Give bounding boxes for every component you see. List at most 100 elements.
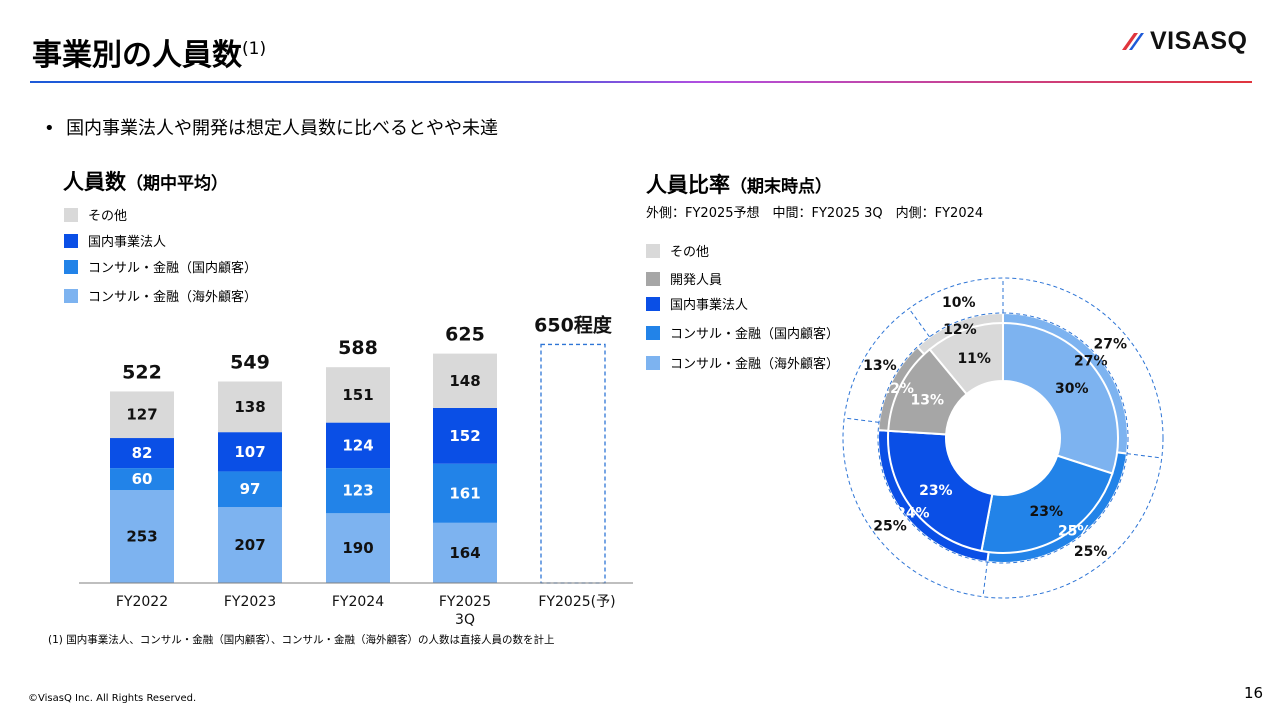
page-number: 16: [1244, 684, 1264, 702]
visasq-logo: VISASQ: [1120, 26, 1247, 56]
donut-legend-swatch: [646, 296, 660, 311]
donut-legend-item: コンサル・金融（海外顧客）: [646, 353, 839, 372]
donut-legend-item: 開発人員: [646, 269, 722, 288]
donut-percent-label: 12%: [943, 322, 977, 338]
bullet-text: 国内事業法人や開発は想定人員数に比べるとやや未達: [66, 118, 499, 139]
bar-legend-label: コンサル・金融（国内顧客）: [88, 261, 258, 276]
forecast-percent-label: 25%: [873, 519, 907, 535]
bar-segment: [218, 432, 282, 472]
visasq-logo-mark-icon: [1122, 33, 1144, 50]
title-divider: [30, 81, 1252, 83]
bullet-dot: •: [44, 118, 67, 139]
donut-legend-label: コンサル・金融（海外顧客）: [670, 357, 840, 372]
bar-segment: [433, 353, 497, 408]
bar-value-label: 148: [449, 372, 480, 390]
bar-legend-swatch: [64, 233, 78, 248]
x-axis-tick-label: FY2025(予): [538, 594, 615, 610]
donut-segment: [928, 321, 1004, 396]
bar-legend-swatch: [64, 259, 78, 274]
forecast-placeholder-bar: [540, 343, 606, 584]
bar-value-label: 82: [132, 444, 153, 462]
x-axis-tick-label: FY2025: [439, 594, 491, 610]
donut-legend-label: 開発人員: [670, 273, 723, 288]
footnote: (1) 国内事業法人、コンサル・金融（国内顧客）、コンサル・金融（海外顧客）の人…: [48, 634, 555, 646]
donut-legend-label: 国内事業法人: [670, 298, 749, 313]
bar-legend-item: コンサル・金融（海外顧客）: [64, 286, 257, 305]
bar-legend-item: 国内事業法人: [64, 231, 166, 250]
bar-segment: [326, 468, 390, 514]
bar-legend-item: コンサル・金融（国内顧客）: [64, 257, 257, 276]
donut-segment: [1002, 321, 1119, 475]
forecast-divider: [1126, 453, 1162, 459]
donut-legend-item: コンサル・金融（国内顧客）: [646, 323, 839, 342]
page-title-text: 事業別の人員数: [32, 38, 242, 73]
bar-segment: [326, 513, 390, 583]
bar-total-label: 625: [445, 324, 485, 346]
donut-percent-label: 13%: [911, 392, 945, 408]
headcount-title-main: 人員数: [63, 170, 126, 194]
forecast-percent-label: 10%: [942, 295, 976, 311]
donut-segment: [980, 454, 1114, 554]
copyright: ©VisasQ Inc. All Rights Reserved.: [28, 693, 197, 704]
donut-legend-swatch: [646, 325, 660, 340]
bar-value-label: 151: [342, 386, 373, 404]
bar-segment: [433, 407, 497, 464]
page-title-note: (1): [242, 39, 267, 59]
bar-value-label: 97: [240, 480, 261, 498]
bar-legend-label: コンサル・金融（海外顧客）: [88, 290, 258, 305]
x-axis-tick-label: FY2024: [332, 594, 384, 610]
ratio-title-main: 人員比率: [646, 173, 730, 197]
bar-total-label: 522: [122, 361, 162, 383]
donut-legend-item: 国内事業法人: [646, 294, 748, 313]
donut-percent-label: 27%: [1074, 354, 1108, 370]
bar-value-label: 60: [132, 470, 153, 488]
ratio-subtitle: 外側：FY2025予想 中間：FY2025 3Q 内側：FY2024: [646, 206, 984, 221]
bar-segment: [110, 468, 174, 491]
bar-total-label: 549: [230, 352, 270, 374]
bar-total-label: 588: [338, 337, 378, 359]
donut-percent-label: 23%: [919, 483, 953, 499]
donut-percent-label: 23%: [1030, 504, 1064, 520]
bar-segment: [433, 522, 497, 583]
bar-segment: [218, 471, 282, 508]
bar-value-label: 107: [234, 443, 265, 461]
forecast-percent-label: 13%: [863, 358, 897, 374]
x-axis-tick-label: FY2023: [224, 594, 276, 610]
bar-segment: [110, 438, 174, 469]
donut-legend-label: コンサル・金融（国内顧客）: [670, 327, 840, 342]
bar-legend-label: 国内事業法人: [88, 235, 167, 250]
forecast-ring-outer-edge: [842, 277, 1164, 599]
bar-value-label: 207: [234, 536, 265, 554]
bar-value-label: 253: [126, 528, 157, 546]
headcount-title-suffix: （期中平均）: [126, 174, 228, 194]
donut-percent-label: 24%: [896, 506, 930, 522]
bar-legend-label: その他: [88, 209, 128, 224]
ratio-section-title: 人員比率（期末時点）: [646, 169, 832, 199]
forecast-percent-label: 25%: [1074, 544, 1108, 560]
donut-legend-label: その他: [670, 245, 710, 260]
bar-legend-item: その他: [64, 205, 127, 224]
bar-value-label: 190: [342, 539, 373, 557]
ratio-nested-donut-chart: 30%23%23%13%11% 27%25%24%12%12%27%25%25%1…: [842, 277, 1164, 599]
headcount-bar-chart: 253 60 82 127 522 FY2022 207 97 107 138 549 FY2023 1…: [79, 313, 633, 628]
donut-legend-swatch: [646, 243, 660, 258]
donut-percent-label: 12%: [880, 381, 914, 397]
bar-segment: [110, 391, 174, 439]
bar-segment: [218, 507, 282, 583]
forecast-divider: [844, 417, 880, 423]
bar-total-label: 650程度: [534, 313, 613, 336]
donut-legend-swatch: [646, 271, 660, 286]
bar-legend-swatch: [64, 207, 78, 222]
logo-wordmark: VISASQ: [1150, 26, 1248, 55]
donut-percent-label: 11%: [957, 351, 991, 367]
donut-legend-swatch: [646, 355, 660, 370]
bar-legend-swatch: [64, 288, 78, 303]
donut-segment: [887, 429, 994, 553]
bar-value-label: 124: [342, 436, 373, 454]
bar-segment: [433, 463, 497, 523]
bar-value-label: 123: [342, 482, 373, 500]
donut-percent-label: 25%: [1058, 523, 1092, 539]
bar-value-label: 138: [234, 398, 265, 416]
x-axis-tick-label: FY2022: [116, 594, 168, 610]
bar-value-label: 152: [449, 427, 480, 445]
